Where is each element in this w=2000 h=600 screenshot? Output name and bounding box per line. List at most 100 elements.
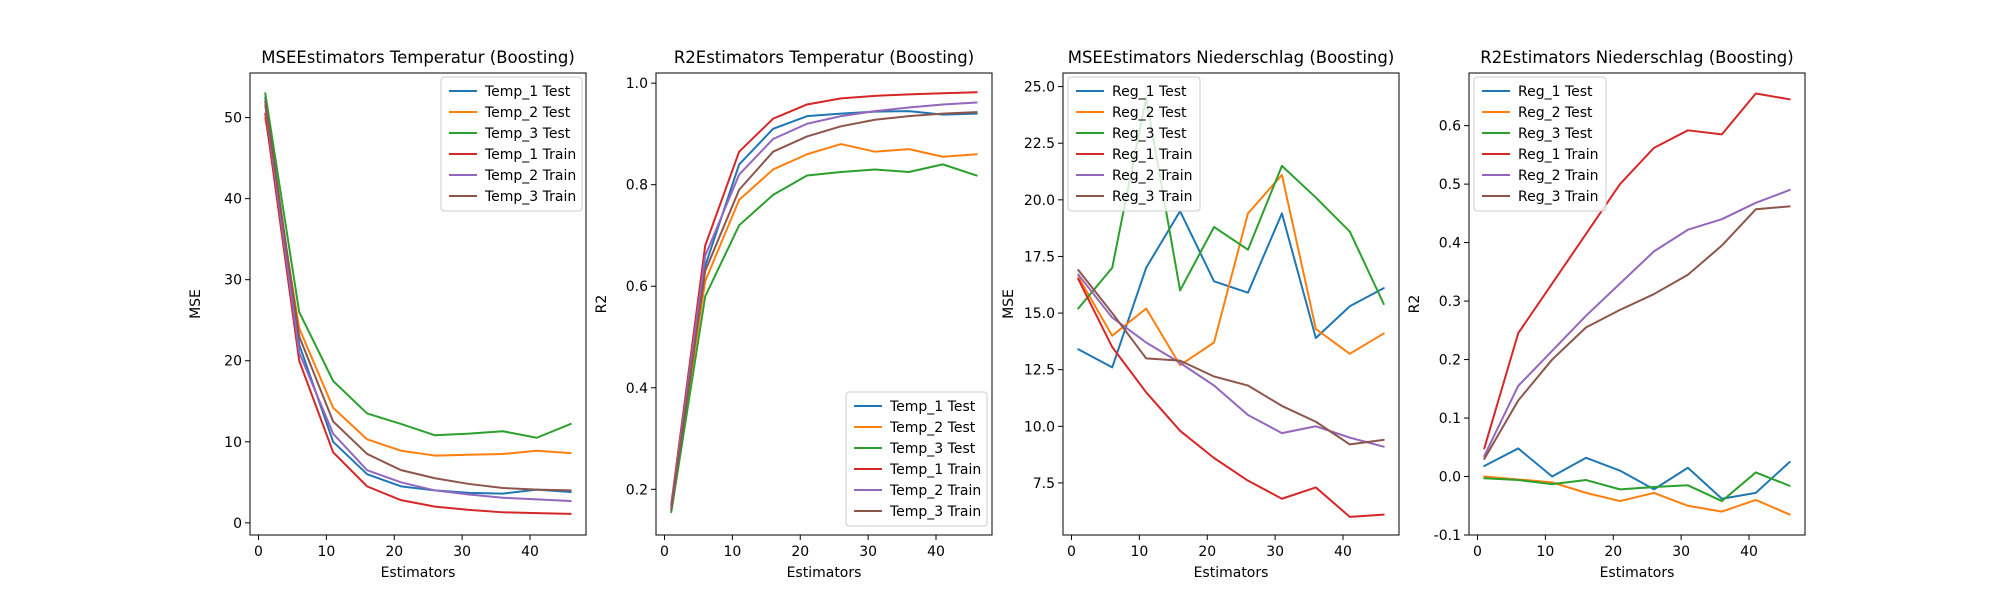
x-tick-label: 40 xyxy=(1740,544,1758,560)
legend-entry-label: Temp_1 Test xyxy=(889,399,976,415)
series-line-temp-2-train xyxy=(670,101,978,509)
y-tick-label: 15.0 xyxy=(1024,306,1055,322)
y-tick-label: 1.0 xyxy=(626,76,648,92)
legend: Temp_1 Test Temp_2 Test Temp_3 Test Temp_1 … xyxy=(845,391,988,527)
legend-entry-label: Reg_1 Test xyxy=(1112,84,1187,100)
x-tick-label: 30 xyxy=(1266,544,1284,560)
legend-entry-label: Temp_3 Test xyxy=(889,441,976,457)
series-line-reg-2-test xyxy=(1483,475,1791,516)
x-tick-label: 40 xyxy=(927,544,945,560)
y-tick-label: 12.5 xyxy=(1024,363,1055,379)
legend-box xyxy=(1473,76,1607,212)
series-line-temp-2-train xyxy=(264,104,572,502)
axes-frame xyxy=(655,72,993,536)
legend-entry-label: Reg_3 Train xyxy=(1112,189,1193,205)
series-line-temp-3-train xyxy=(264,100,572,492)
legend-entry-label: Temp_1 Train xyxy=(484,147,576,163)
legend-entry-label: Temp_2 Test xyxy=(484,105,571,121)
legend-entry-label: Temp_1 Test xyxy=(484,84,571,100)
x-tick-label: 20 xyxy=(385,544,403,560)
legend-entry-label: Reg_2 Train xyxy=(1112,168,1193,184)
legend-box xyxy=(1067,76,1201,212)
series-line-temp-1-train xyxy=(264,112,572,515)
y-tick-label: 0.0 xyxy=(1439,470,1461,486)
y-tick-label: 0.6 xyxy=(1439,119,1461,135)
x-tick-label: 0 xyxy=(254,544,263,560)
y-tick-label: 0.3 xyxy=(1439,294,1461,310)
legend: Reg_1 Test Reg_2 Test Reg_3 Test Reg_1 Trai… xyxy=(1473,76,1607,212)
y-axis-label: R2 xyxy=(594,295,610,314)
series-line-reg-3-test xyxy=(1483,471,1791,503)
x-tick-label: 20 xyxy=(791,544,809,560)
legend-entry-label: Reg_2 Train xyxy=(1518,168,1599,184)
y-tick-label: 17.5 xyxy=(1024,249,1055,265)
y-tick-label: 0.6 xyxy=(626,279,648,295)
x-tick-label: 10 xyxy=(317,544,335,560)
legend-entry-label: Temp_2 Test xyxy=(889,420,976,436)
y-tick-label: 25.0 xyxy=(1024,80,1055,96)
x-axis-label: Estimators xyxy=(1600,565,1675,581)
chart-title: MSEEstimators Niederschlag (Boosting) xyxy=(1068,48,1395,67)
series-line-reg-1-train xyxy=(1483,92,1791,450)
series-line-temp-3-test xyxy=(670,163,978,514)
y-tick-label: 10 xyxy=(224,435,242,451)
y-tick-label: 7.5 xyxy=(1033,476,1055,492)
series-line-reg-3-train xyxy=(1483,205,1791,460)
x-tick-label: 30 xyxy=(859,544,877,560)
y-tick-label: 0.2 xyxy=(1439,353,1461,369)
series-line-reg-1-test xyxy=(1077,210,1385,369)
x-tick-label: 10 xyxy=(1130,544,1148,560)
y-tick-label: 0.4 xyxy=(1439,236,1461,252)
series-line-reg-2-test xyxy=(1077,173,1385,367)
series-line-reg-3-train xyxy=(1077,269,1385,446)
x-tick-label: 20 xyxy=(1198,544,1216,560)
legend-entry-label: Reg_1 Train xyxy=(1112,147,1193,163)
y-tick-label: 0.1 xyxy=(1439,411,1461,427)
y-tick-label: 0 xyxy=(233,516,242,532)
chart-panel-3: 0 10 20 30 40 7.5 10.0 12.5 15.0 17.5 20.0 22.5 25.0… xyxy=(1001,48,1400,581)
x-tick-label: 30 xyxy=(1672,544,1690,560)
y-tick-label: 0.5 xyxy=(1439,177,1461,193)
x-tick-label: 40 xyxy=(521,544,539,560)
x-axis-label: Estimators xyxy=(381,565,456,581)
axes-frame xyxy=(1062,72,1400,536)
x-tick-label: 10 xyxy=(1536,544,1554,560)
legend: Reg_1 Test Reg_2 Test Reg_3 Test Reg_1 Trai… xyxy=(1067,76,1201,212)
series-line-reg-1-test xyxy=(1483,447,1791,500)
x-tick-label: 20 xyxy=(1604,544,1622,560)
y-tick-label: 10.0 xyxy=(1024,419,1055,435)
series-line-temp-3-train xyxy=(670,111,978,511)
y-axis-label: R2 xyxy=(1407,295,1423,314)
x-axis-label: Estimators xyxy=(1194,565,1269,581)
legend-entry-label: Temp_1 Train xyxy=(889,462,981,478)
series-line-temp-2-test xyxy=(264,116,572,457)
series-line-temp-2-test xyxy=(670,143,978,506)
legend-entry-label: Reg_1 Test xyxy=(1518,84,1593,100)
legend-entry-label: Reg_2 Test xyxy=(1112,105,1187,121)
x-tick-label: 0 xyxy=(660,544,669,560)
series-line-reg-1-train xyxy=(1077,278,1385,518)
legend-entry-label: Temp_2 Train xyxy=(484,168,576,184)
legend-entry-label: Reg_3 Test xyxy=(1518,126,1593,142)
legend-entry-label: Temp_3 Train xyxy=(484,189,576,205)
chart-title: R2Estimators Niederschlag (Boosting) xyxy=(1480,48,1793,67)
y-axis-label: MSE xyxy=(188,289,204,319)
y-tick-label: 30 xyxy=(224,273,242,289)
x-tick-label: 0 xyxy=(1473,544,1482,560)
legend-entry-label: Reg_1 Train xyxy=(1518,147,1599,163)
legend-entry-label: Temp_2 Train xyxy=(889,483,981,499)
y-tick-label: 0.2 xyxy=(626,482,648,498)
y-tick-label: 0.4 xyxy=(626,381,648,397)
y-tick-label: 0.8 xyxy=(626,178,648,194)
series-line-reg-2-train xyxy=(1483,188,1791,458)
legend-entry-label: Reg_3 Train xyxy=(1518,189,1599,205)
x-tick-label: 0 xyxy=(1067,544,1076,560)
x-tick-label: 10 xyxy=(723,544,741,560)
y-tick-label: 20.0 xyxy=(1024,193,1055,209)
chart-panel-1: 0 10 20 30 40 0 10 20 30 40 50 MSEEstimators Temper… xyxy=(188,48,587,581)
chart-title: MSEEstimators Temperatur (Boosting) xyxy=(261,48,575,67)
legend-entry-label: Temp_3 Test xyxy=(484,126,571,142)
